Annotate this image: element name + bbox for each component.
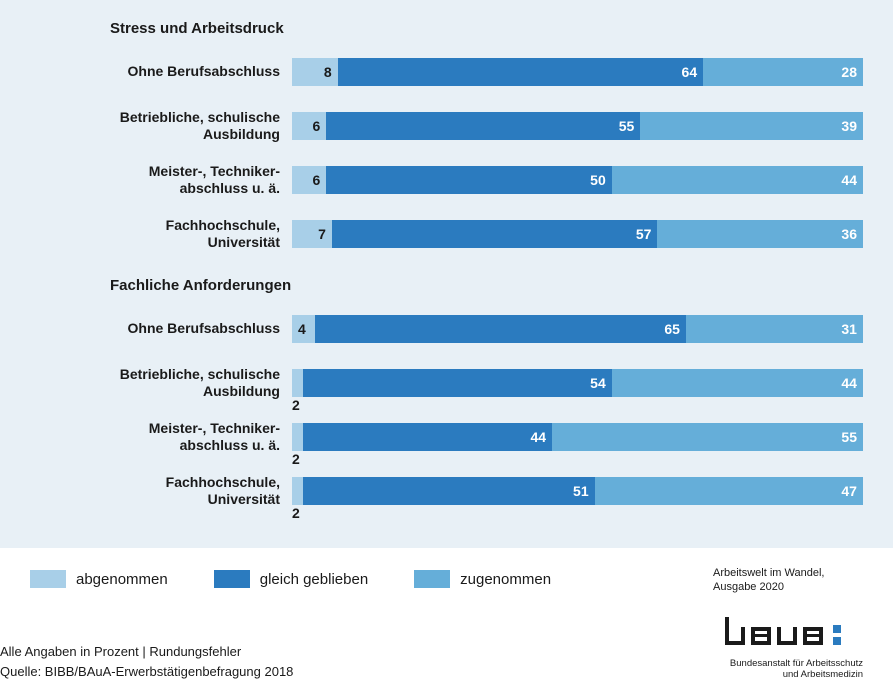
bar-segment: 44 [612,369,863,397]
bar-wrap: 44552 [292,423,863,451]
baua-logo-icon [723,615,863,651]
chart-row: Ohne Berufsabschluss46531 [30,308,863,350]
row-label: Meister-, Techniker-abschluss u. ä. [30,420,292,455]
bar-segment: 57 [332,220,657,248]
bar-segment: 4 [292,315,315,343]
publication-line1: Arbeitswelt im Wandel, [713,567,824,579]
row-label: Fachhochschule,Universität [30,474,292,509]
logo-subtitle: Bundesanstalt für Arbeitsschutz und Arbe… [723,658,863,681]
stacked-bar: 75736 [292,220,863,248]
chart-row: Betriebliche, schulischeAusbildung65539 [30,105,863,147]
bar-segment: 7 [292,220,332,248]
bar-segment-value-below: 2 [292,397,300,413]
bar-segment: 6 [292,112,326,140]
bar-wrap: 51472 [292,477,863,505]
bar-segment: 28 [703,58,863,86]
row-label: Betriebliche, schulischeAusbildung [30,109,292,144]
bar-wrap: 46531 [292,315,863,343]
bar-segment: 44 [612,166,863,194]
chart-row: Fachhochschule,Universität51472 [30,470,863,512]
stacked-bar: 46531 [292,315,863,343]
legend-area: abgenommen gleich geblieben zugenommen Arb… [0,548,893,605]
row-label: Meister-, Techniker-abschluss u. ä. [30,163,292,198]
legend-swatch [214,570,250,588]
bar-segment: 54 [303,369,611,397]
chart-row: Fachhochschule,Universität75736 [30,213,863,255]
publication-info: Arbeitswelt im Wandel, Ausgabe 2020 [713,566,863,595]
bar-segment: 47 [595,477,863,505]
bar-segment: 36 [657,220,863,248]
bar-segment: 44 [303,423,552,451]
chart-row: Meister-, Techniker-abschluss u. ä.44552 [30,416,863,458]
bar-segment [292,369,303,397]
stacked-bar: 65044 [292,166,863,194]
bar-segment: 64 [338,58,703,86]
chart-row: Ohne Berufsabschluss86428 [30,51,863,93]
bar-segment-value-below: 2 [292,451,300,467]
legend-label: gleich geblieben [260,571,368,588]
footer-area: Alle Angaben in Prozent | Rundungsfehler… [0,605,893,681]
chart-row: Meister-, Techniker-abschluss u. ä.65044 [30,159,863,201]
legend-label: abgenommen [76,571,168,588]
stacked-bar: 86428 [292,58,863,86]
row-label: Betriebliche, schulischeAusbildung [30,366,292,401]
bar-wrap: 54442 [292,369,863,397]
legend-item: zugenommen [414,570,551,588]
legend-item: gleich geblieben [214,570,368,588]
bar-segment-value-below: 2 [292,505,300,521]
chart-area: Stress und Arbeitsdruck Ohne Berufsabschl… [0,0,893,548]
source-line2: Quelle: BIBB/BAuA-Erwerbstätigenbefragun… [0,664,293,679]
logo-block: Bundesanstalt für Arbeitsschutz und Arbe… [723,615,863,681]
publication-line2: Ausgabe 2020 [713,581,784,593]
bar-wrap: 65044 [292,166,863,194]
bar-wrap: 65539 [292,112,863,140]
bar-segment: 8 [292,58,338,86]
legend-items: abgenommen gleich geblieben zugenommen [30,566,551,588]
source-line1: Alle Angaben in Prozent | Rundungsfehler [0,644,241,659]
bar-segment [292,423,303,451]
bar-wrap: 75736 [292,220,863,248]
bar-segment: 6 [292,166,326,194]
bar-wrap: 86428 [292,58,863,86]
bar-segment: 55 [326,112,640,140]
row-label: Ohne Berufsabschluss [30,63,292,81]
legend-item: abgenommen [30,570,168,588]
stacked-bar: 5444 [292,369,863,397]
chart-row: Betriebliche, schulischeAusbildung54442 [30,362,863,404]
legend-label: zugenommen [460,571,551,588]
bar-segment: 65 [315,315,686,343]
stacked-bar: 5147 [292,477,863,505]
row-label: Ohne Berufsabschluss [30,320,292,338]
legend-swatch [30,570,66,588]
section-title: Fachliche Anforderungen [30,277,863,294]
section-title: Stress und Arbeitsdruck [30,20,863,37]
stacked-bar: 65539 [292,112,863,140]
row-label: Fachhochschule,Universität [30,217,292,252]
bar-segment: 39 [640,112,863,140]
legend-swatch [414,570,450,588]
stacked-bar: 4455 [292,423,863,451]
source-info: Alle Angaben in Prozent | Rundungsfehler… [0,642,293,681]
bar-segment: 50 [326,166,612,194]
bar-segment: 51 [303,477,594,505]
bar-segment: 55 [552,423,863,451]
bar-segment [292,477,303,505]
bar-segment: 31 [686,315,863,343]
